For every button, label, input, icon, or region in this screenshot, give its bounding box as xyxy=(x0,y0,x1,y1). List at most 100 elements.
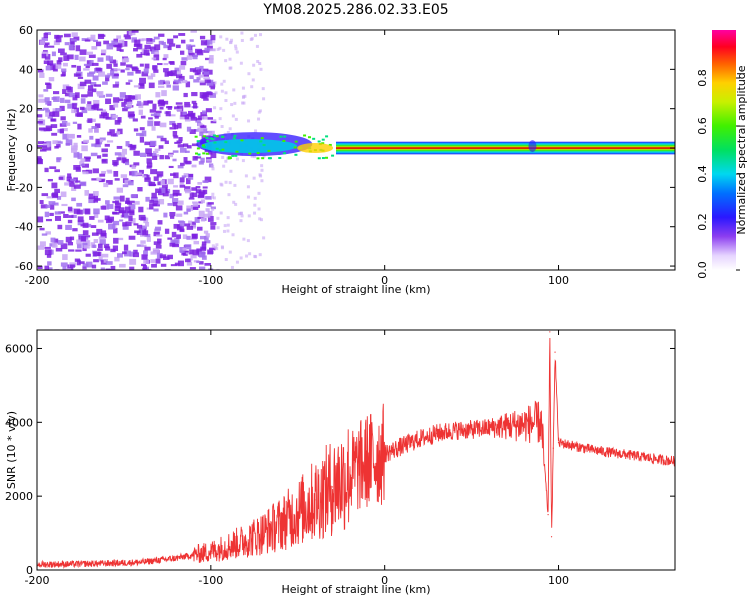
sparse-cell xyxy=(224,180,228,184)
noise-cell xyxy=(143,49,150,56)
signal-cell xyxy=(224,141,228,144)
snr-xlabel: Height of straight line (km) xyxy=(281,583,430,596)
noise-cell xyxy=(192,202,199,207)
noise-cell xyxy=(134,230,141,234)
sparse-cell xyxy=(231,114,235,118)
noise-cell xyxy=(121,148,128,155)
spec-ytick-label: -60 xyxy=(15,260,33,273)
noise-cell xyxy=(179,184,186,188)
noise-cell xyxy=(209,92,217,98)
noise-cell xyxy=(209,55,214,60)
noise-cell xyxy=(185,258,191,263)
noise-cell xyxy=(82,268,87,270)
noise-cell xyxy=(176,213,183,217)
noise-cell xyxy=(207,249,214,255)
snr-point xyxy=(540,421,542,423)
noise-cell xyxy=(47,178,53,182)
noise-cell xyxy=(131,218,136,224)
noise-cell xyxy=(38,98,46,103)
sparse-cell xyxy=(211,192,215,196)
noise-cell xyxy=(99,114,105,119)
noise-cell xyxy=(163,212,168,218)
sparse-cell xyxy=(262,236,266,240)
sparse-cell xyxy=(233,101,237,105)
sparse-cell xyxy=(233,183,237,187)
noise-cell xyxy=(194,67,200,70)
noise-cell xyxy=(48,201,56,206)
noise-cell xyxy=(59,128,64,134)
noise-cell xyxy=(150,259,156,263)
noise-cell xyxy=(46,254,52,258)
noise-cell xyxy=(43,107,49,111)
noise-cell xyxy=(178,78,183,82)
noise-cell xyxy=(192,54,198,60)
noise-cell xyxy=(154,51,160,57)
sparse-cell xyxy=(255,44,259,48)
noise-cell xyxy=(82,171,89,175)
sparse-cell xyxy=(220,245,224,249)
noise-cell xyxy=(184,101,190,105)
noise-cell xyxy=(97,57,104,62)
spectrogram-plot xyxy=(37,30,675,270)
noise-cell xyxy=(173,135,179,139)
noise-cell xyxy=(179,181,184,185)
noise-cell xyxy=(151,126,156,131)
noise-cell xyxy=(101,49,107,54)
noise-cell xyxy=(202,186,208,189)
noise-cell xyxy=(210,152,217,159)
signal-cell xyxy=(256,152,260,155)
noise-cell xyxy=(206,158,212,162)
noise-cell xyxy=(167,38,174,44)
snr-point xyxy=(71,563,73,565)
noise-cell xyxy=(41,193,49,197)
sparse-cell xyxy=(240,214,244,218)
noise-cell xyxy=(141,71,149,77)
noise-cell xyxy=(182,234,188,240)
noise-cell xyxy=(62,133,69,140)
noise-cell xyxy=(194,129,200,132)
noise-cell xyxy=(159,154,164,160)
sparse-cell xyxy=(257,191,261,195)
disturbance xyxy=(528,140,537,153)
noise-cell xyxy=(44,249,52,256)
noise-cell xyxy=(97,248,103,251)
noise-cell xyxy=(186,44,192,50)
noise-cell xyxy=(46,146,52,151)
snr-point xyxy=(401,445,403,447)
noise-cell xyxy=(201,255,207,260)
snr-point xyxy=(262,532,264,534)
sparse-cell xyxy=(218,117,222,121)
noise-cell xyxy=(112,245,119,252)
noise-cell xyxy=(72,94,78,101)
noise-cell xyxy=(173,79,181,82)
sparse-cell xyxy=(245,254,249,258)
sparse-cell xyxy=(225,37,229,41)
noise-cell xyxy=(173,172,179,179)
sparse-cell xyxy=(252,176,256,180)
noise-cell xyxy=(112,200,119,204)
noise-cell xyxy=(168,43,176,47)
noise-cell xyxy=(152,248,160,253)
sparse-cell xyxy=(234,117,238,121)
noise-cell xyxy=(91,143,97,147)
signal-cell xyxy=(261,157,265,160)
noise-cell xyxy=(180,162,185,166)
noise-cell xyxy=(141,38,148,41)
snr-point xyxy=(552,447,554,449)
sparse-cell xyxy=(211,164,215,168)
noise-cell xyxy=(93,191,99,196)
noise-cell xyxy=(196,260,201,264)
noise-cell xyxy=(79,56,86,62)
sparse-cell xyxy=(220,125,224,129)
noise-cell xyxy=(53,40,60,46)
noise-cell xyxy=(48,267,53,270)
noise-cell xyxy=(186,208,191,212)
noise-cell xyxy=(93,195,99,201)
noise-cell xyxy=(76,239,82,245)
signal-cell xyxy=(256,157,260,160)
noise-cell xyxy=(179,226,184,232)
spec-xtick-label: 0 xyxy=(381,274,388,287)
noise-cell xyxy=(173,223,180,229)
noise-cell xyxy=(196,248,202,254)
noise-cell xyxy=(128,30,136,36)
